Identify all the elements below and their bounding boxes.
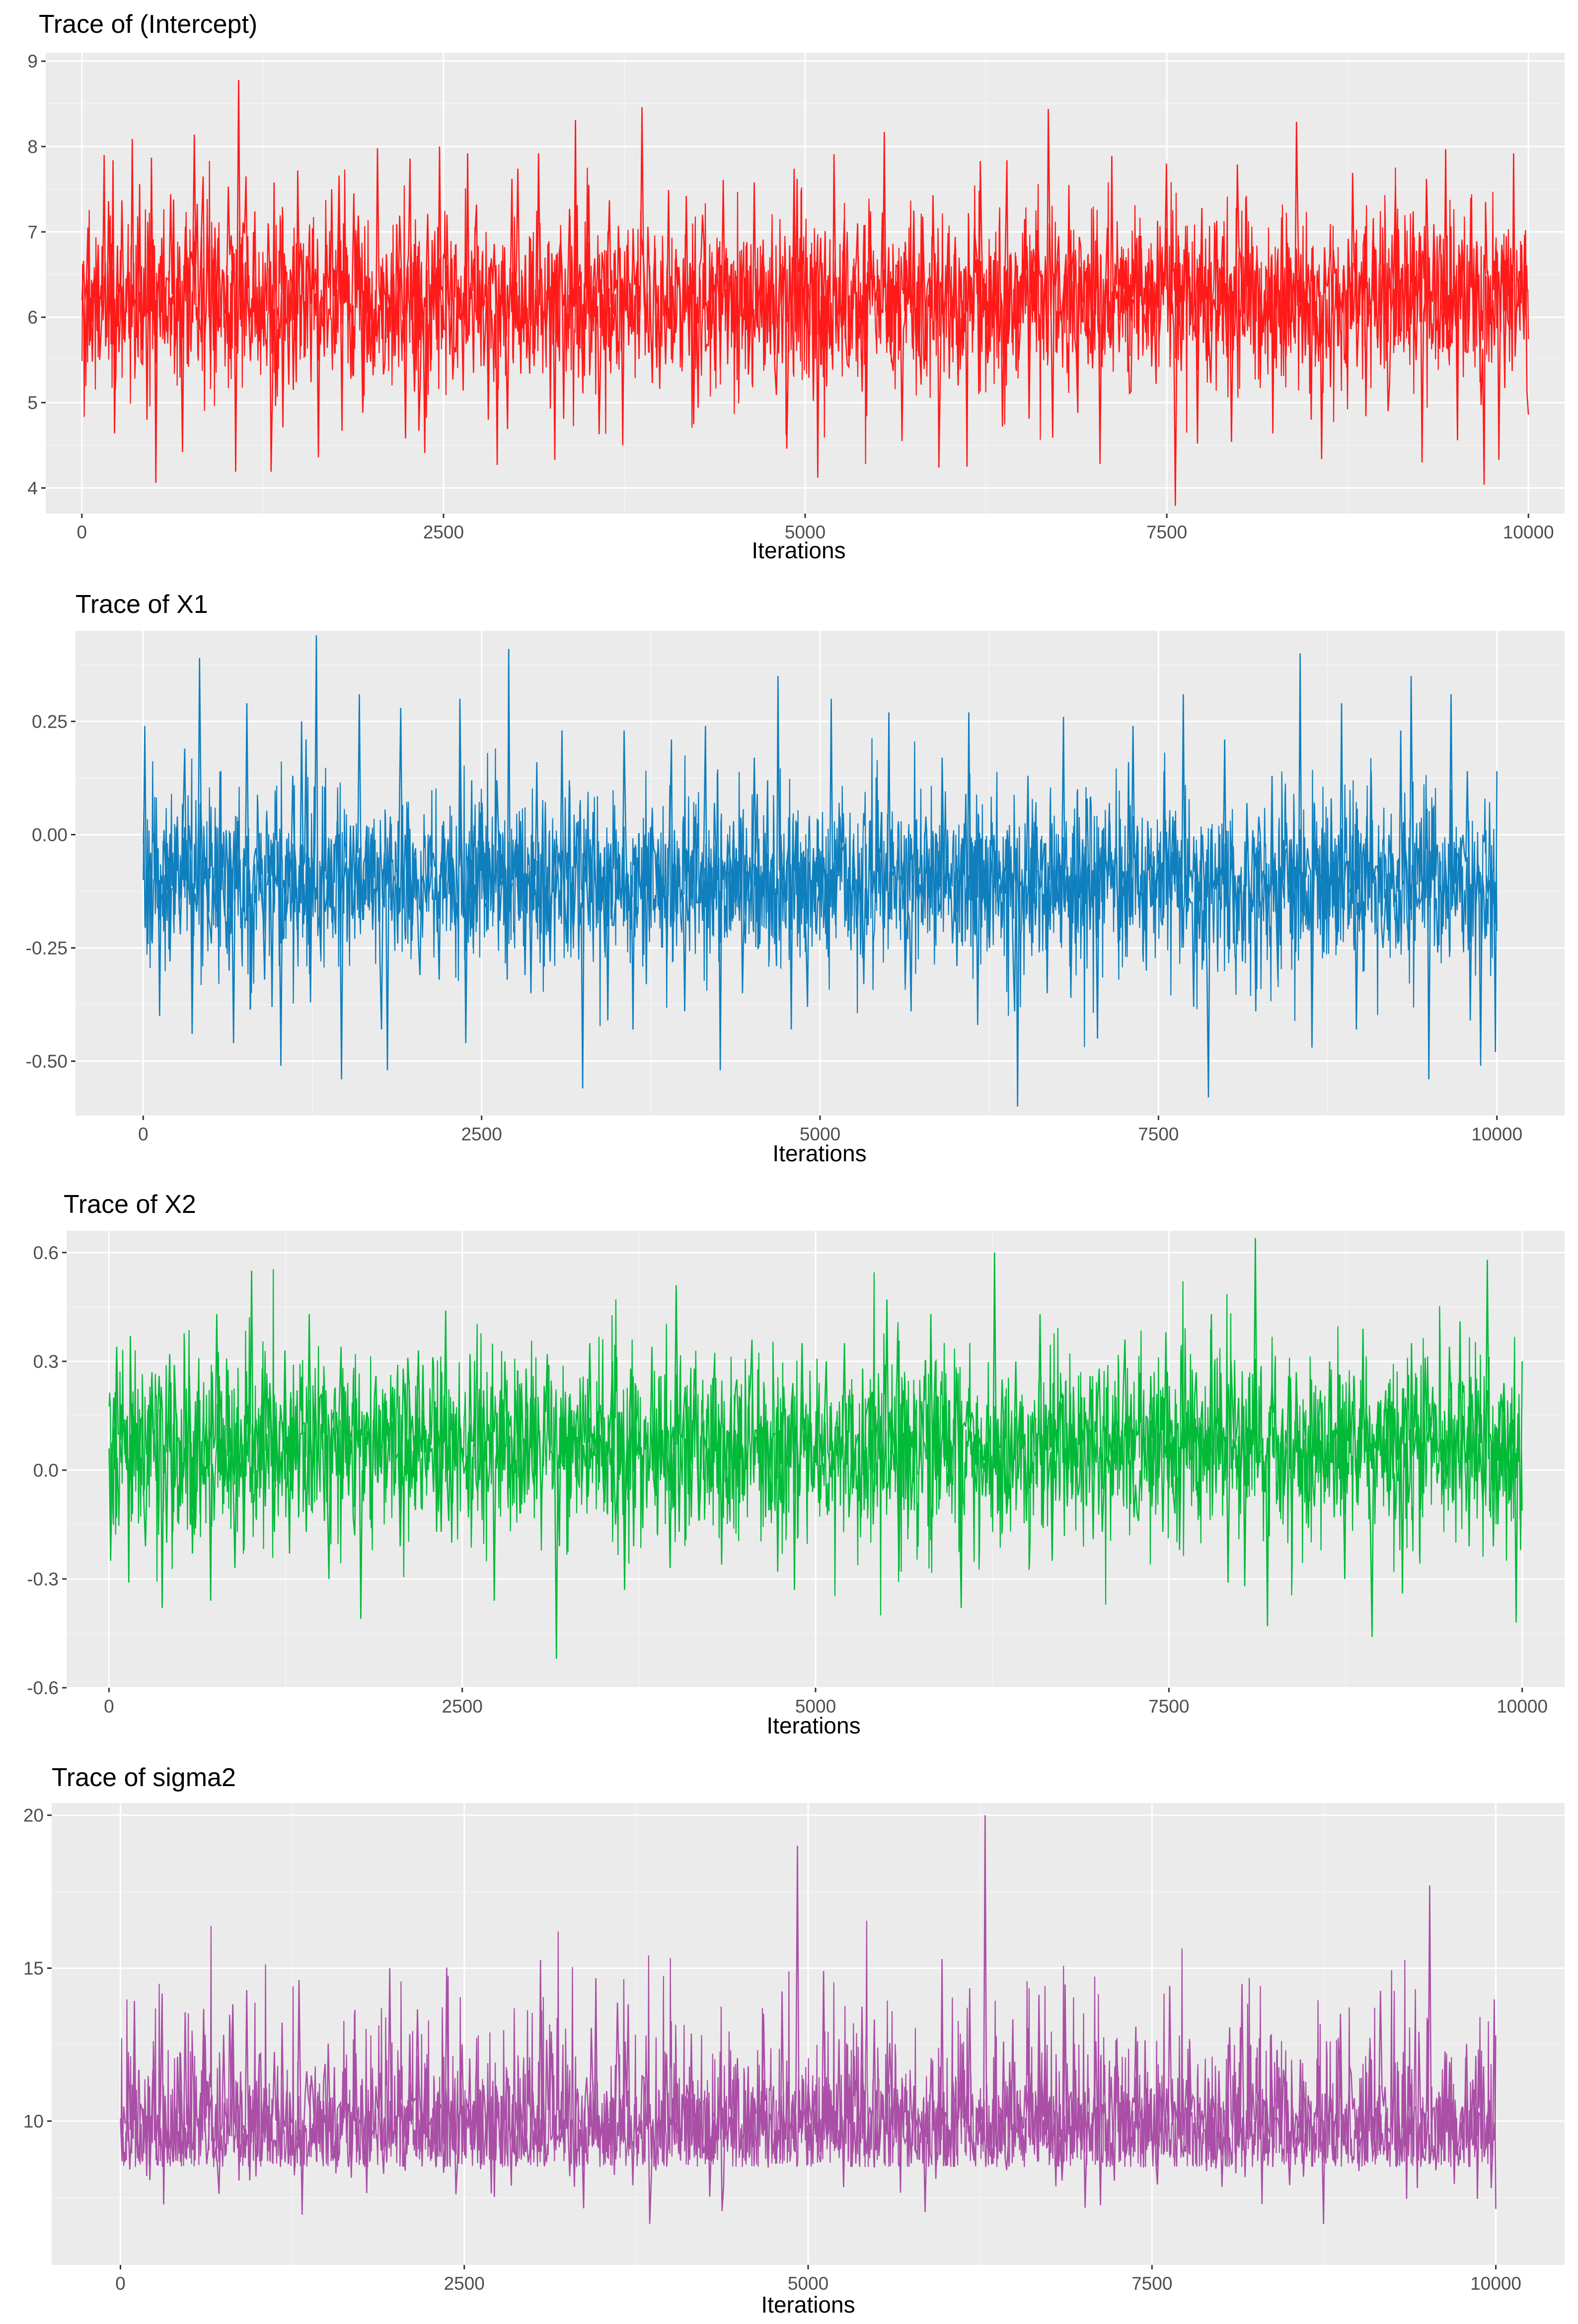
y-axis: -0.50 -0.25 0.00 0.25 <box>26 711 75 1072</box>
y-tick-label: -0.3 <box>27 1569 59 1589</box>
x-tick-label: 7500 <box>1138 1124 1179 1144</box>
y-tick-label: 0.3 <box>33 1351 59 1372</box>
y-tick-label: 0.00 <box>32 825 68 845</box>
x-tick-label: 7500 <box>1148 1696 1189 1717</box>
chart-intercept: Trace of (Intercept) 4 5 6 7 8 9 0 2500 5000 750… <box>27 10 1565 563</box>
y-tick-label: 5 <box>27 393 38 413</box>
series-x1 <box>143 635 1498 1107</box>
x-axis: 0 2500 5000 7500 10000 <box>138 1116 1522 1144</box>
series-sigma2 <box>120 1815 1497 2224</box>
chart-sigma2: Trace of sigma2 10 15 20 0 2500 5000 7500 1000… <box>23 1763 1565 2318</box>
x-tick-label: 0 <box>115 2273 126 2294</box>
x-tick-label: 7500 <box>1146 522 1187 542</box>
x-axis-label: Iterations <box>766 1713 860 1738</box>
x-tick-label: 10000 <box>1471 1124 1522 1144</box>
series-x2 <box>108 1238 1523 1659</box>
chart-title: Trace of X1 <box>75 590 208 619</box>
trace-line <box>108 1238 1523 1659</box>
x-tick-label: 0 <box>138 1124 149 1144</box>
x-tick-label: 2500 <box>461 1124 502 1144</box>
x-tick-label: 5000 <box>788 2273 828 2294</box>
x-tick-label: 5000 <box>785 522 826 542</box>
x-tick-label: 10000 <box>1503 522 1554 542</box>
x-axis-label: Iterations <box>761 2292 855 2318</box>
y-tick-label: 0.25 <box>32 711 68 732</box>
chart-x1: Trace of X1 -0.50 -0.25 0.00 0.25 0 2500 5000… <box>26 590 1565 1166</box>
x-tick-label: 2500 <box>444 2273 485 2294</box>
y-tick-label: 6 <box>27 307 38 328</box>
x-tick-label: 5000 <box>795 1696 836 1717</box>
x-tick-label: 5000 <box>800 1124 840 1144</box>
trace-line <box>143 635 1498 1107</box>
y-tick-label: -0.50 <box>26 1051 68 1072</box>
y-tick-label: 9 <box>27 51 38 72</box>
x-tick-label: 0 <box>104 1696 114 1717</box>
y-tick-label: -0.25 <box>26 938 68 959</box>
x-tick-label: 10000 <box>1497 1696 1548 1717</box>
y-axis: 4 5 6 7 8 9 <box>27 51 46 498</box>
x-axis: 0 2500 5000 7500 10000 <box>115 2265 1521 2294</box>
y-tick-label: 20 <box>23 1805 44 1826</box>
chart-title: Trace of (Intercept) <box>39 10 257 39</box>
chart-title: Trace of sigma2 <box>52 1763 236 1792</box>
trace-line-fill <box>120 1921 1497 2169</box>
y-tick-label: 15 <box>23 1958 44 1979</box>
trace-line-fill <box>143 738 1498 1048</box>
y-tick-label: 10 <box>23 2111 44 2132</box>
x-axis-label: Iterations <box>751 537 845 563</box>
x-axis-label: Iterations <box>772 1140 866 1166</box>
trace-line <box>120 1815 1497 2224</box>
trace-line <box>81 79 1529 506</box>
x-tick-label: 7500 <box>1131 2273 1172 2294</box>
x-tick-label: 0 <box>77 522 87 542</box>
y-tick-label: 4 <box>27 478 38 498</box>
series-intercept <box>81 79 1529 506</box>
y-tick-label: 8 <box>27 137 38 157</box>
x-tick-label: 2500 <box>442 1696 483 1717</box>
y-tick-label: 0.0 <box>33 1460 59 1481</box>
chart-x2: Trace of X2 -0.6 -0.3 0.0 0.3 0.6 0 2500 5000 7… <box>27 1190 1565 1738</box>
y-tick-label: 0.6 <box>33 1243 59 1263</box>
x-tick-label: 10000 <box>1470 2273 1521 2294</box>
x-tick-label: 2500 <box>423 522 464 542</box>
y-axis: -0.6 -0.3 0.0 0.3 0.6 <box>27 1243 67 1698</box>
y-tick-label: 7 <box>27 222 38 242</box>
y-axis: 10 15 20 <box>23 1805 52 2132</box>
x-axis: 0 2500 5000 7500 10000 <box>77 514 1554 542</box>
x-axis: 0 2500 5000 7500 10000 <box>104 1688 1548 1717</box>
chart-title: Trace of X2 <box>64 1190 196 1219</box>
y-tick-label: -0.6 <box>27 1678 59 1698</box>
